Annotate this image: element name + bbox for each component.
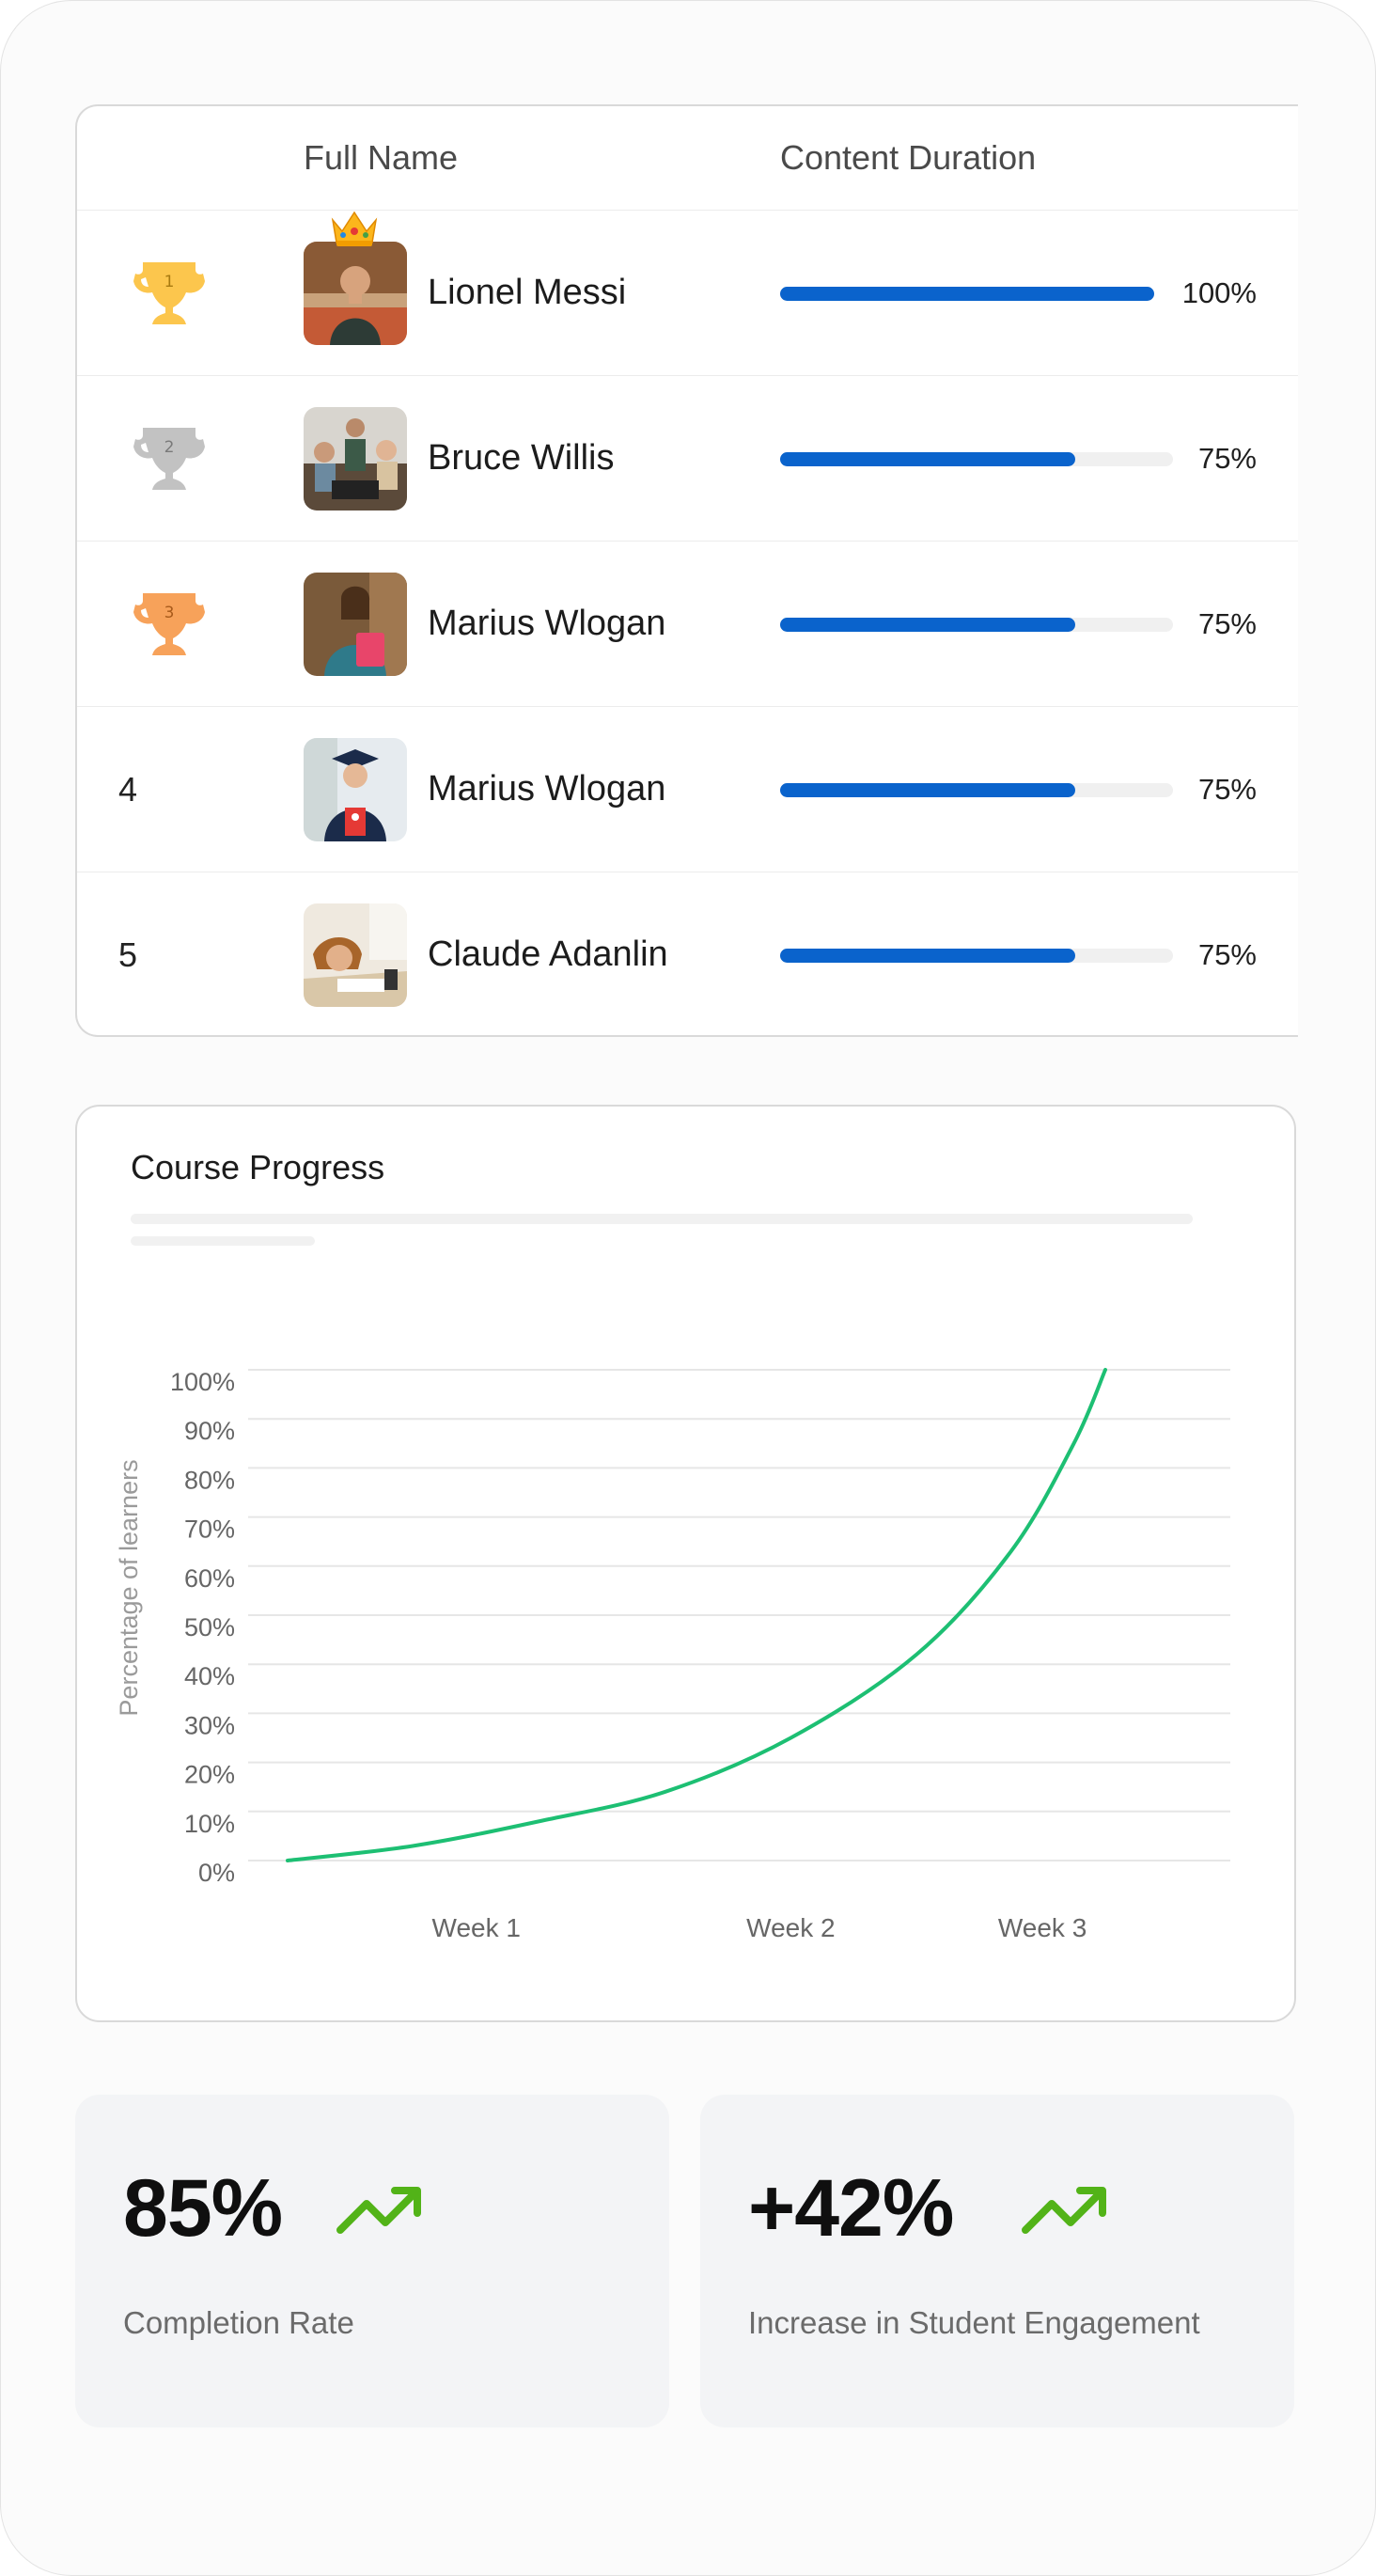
y-axis-ticks: 0% 10% 20% 30% 40% 50% 60% 70% 80% 90% 100% bbox=[170, 1368, 235, 1887]
column-header-full-name: Full Name bbox=[304, 138, 459, 177]
table-row[interactable]: 5 Claude Adanlin 75% bbox=[77, 872, 1298, 1035]
skeleton-line bbox=[131, 1214, 1193, 1224]
skeleton-line bbox=[131, 1236, 315, 1246]
trend-up-icon bbox=[1022, 2187, 1106, 2234]
y-tick-label: 20% bbox=[184, 1761, 235, 1789]
trophy-rank-label: 2 bbox=[164, 438, 175, 457]
y-tick-label: 100% bbox=[170, 1368, 235, 1396]
table-header: Full Name Content Duration bbox=[77, 106, 1298, 211]
y-tick-label: 40% bbox=[184, 1662, 235, 1690]
progress-percent: 75% bbox=[1197, 607, 1257, 640]
x-axis-ticks: Week 1 Week 2 Week 3 bbox=[432, 1913, 1087, 1942]
y-axis-label: Percentage of learners bbox=[115, 1459, 143, 1716]
progress-fill bbox=[780, 618, 1075, 632]
y-tick-label: 0% bbox=[198, 1859, 235, 1887]
trophy-rank-label: 1 bbox=[164, 273, 175, 291]
y-tick-label: 80% bbox=[184, 1466, 235, 1494]
progress-bar bbox=[780, 452, 1173, 466]
crown-icon bbox=[331, 211, 378, 246]
rank-number: 4 bbox=[118, 770, 138, 809]
y-tick-label: 10% bbox=[184, 1810, 235, 1838]
stat-value: 85% bbox=[123, 2163, 283, 2254]
progress-percent: 75% bbox=[1197, 442, 1257, 475]
trend-up-icon bbox=[336, 2187, 421, 2234]
silver-trophy-icon: 2 bbox=[133, 428, 205, 490]
stat-card-completion: 85% Completion Rate bbox=[75, 2095, 669, 2427]
progress-percent: 75% bbox=[1197, 773, 1257, 806]
progress-fill bbox=[780, 452, 1075, 466]
stat-label: Completion Rate bbox=[123, 2305, 354, 2340]
table-row[interactable]: 1 Lionel Messi bbox=[77, 211, 1298, 376]
table-row[interactable]: 2 Bruce Willis 75% bbox=[77, 376, 1298, 542]
chart-gridlines bbox=[248, 1369, 1230, 1861]
progress-bar bbox=[780, 618, 1173, 632]
learner-name: Lionel Messi bbox=[428, 273, 627, 312]
y-tick-label: 30% bbox=[184, 1711, 235, 1739]
y-tick-label: 50% bbox=[184, 1613, 235, 1641]
learner-name: Marius Wlogan bbox=[428, 769, 666, 809]
progress-bar bbox=[780, 783, 1173, 797]
x-tick-label: Week 2 bbox=[746, 1913, 835, 1942]
bronze-trophy-icon: 3 bbox=[133, 593, 205, 655]
progress-fill bbox=[780, 783, 1075, 797]
progress-bar bbox=[780, 287, 1154, 301]
leaderboard-table: Full Name Content Duration 1 bbox=[75, 104, 1298, 1037]
progress-percent: 75% bbox=[1197, 938, 1257, 971]
table-row[interactable]: 4 Marius Wlogan 75% bbox=[77, 707, 1298, 872]
trophy-rank-label: 3 bbox=[164, 604, 175, 622]
column-header-content-duration: Content Duration bbox=[780, 138, 1037, 177]
series-line bbox=[286, 1368, 1107, 1862]
avatar[interactable] bbox=[304, 738, 407, 841]
stat-label: Increase in Student Engagement bbox=[748, 2305, 1200, 2340]
avatar[interactable] bbox=[304, 903, 407, 1007]
table-row[interactable]: 3 Marius Wlogan 75% bbox=[77, 542, 1298, 707]
course-progress-card: Course Progress 0% 10% 20% 30% 40% 50% 60% 70% 8… bbox=[75, 1105, 1296, 2022]
x-tick-label: Week 1 bbox=[432, 1913, 521, 1942]
learner-name: Claude Adanlin bbox=[428, 935, 668, 974]
course-progress-chart: 0% 10% 20% 30% 40% 50% 60% 70% 80% 90% 100% Week 1… bbox=[115, 1368, 1230, 1942]
learner-name: Bruce Willis bbox=[428, 438, 615, 478]
avatar[interactable] bbox=[304, 407, 407, 510]
learner-name: Marius Wlogan bbox=[428, 604, 666, 643]
progress-fill bbox=[780, 949, 1075, 963]
y-tick-label: 60% bbox=[184, 1564, 235, 1593]
avatar[interactable] bbox=[304, 242, 407, 345]
stat-card-engagement: +42% Increase in Student Engagement bbox=[700, 2095, 1294, 2427]
stat-value: +42% bbox=[748, 2163, 954, 2254]
gold-trophy-icon: 1 bbox=[133, 262, 205, 324]
progress-percent: 100% bbox=[1181, 276, 1257, 309]
progress-bar bbox=[780, 949, 1173, 963]
chart-title: Course Progress bbox=[131, 1148, 385, 1186]
avatar[interactable] bbox=[304, 573, 407, 676]
x-tick-label: Week 3 bbox=[998, 1913, 1087, 1942]
y-tick-label: 70% bbox=[184, 1516, 235, 1544]
y-tick-label: 90% bbox=[184, 1417, 235, 1445]
rank-number: 5 bbox=[118, 935, 138, 974]
progress-fill bbox=[780, 287, 1154, 301]
